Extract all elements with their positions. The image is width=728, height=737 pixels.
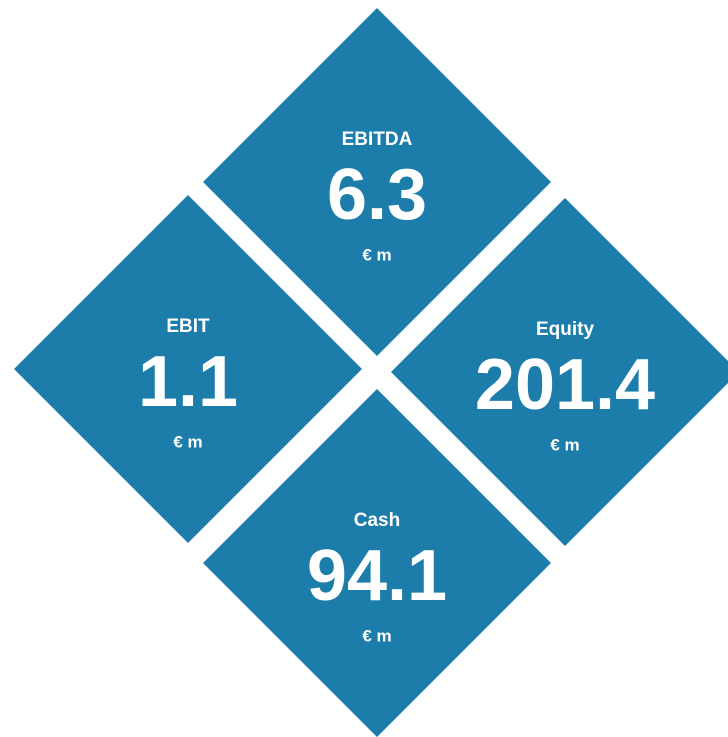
tile xyxy=(14,195,362,543)
tile-value: 1.1 xyxy=(138,342,238,422)
tile-label: EBIT xyxy=(166,316,210,337)
tile-unit: € m xyxy=(173,432,202,451)
tile-unit: € m xyxy=(362,626,391,645)
tile-label: EBITDA xyxy=(342,129,413,150)
tile-label: Equity xyxy=(536,319,594,340)
tile-label: Cash xyxy=(354,510,400,531)
tile xyxy=(203,389,551,737)
tile-unit: € m xyxy=(550,435,579,454)
tile xyxy=(391,198,728,546)
tile-unit: € m xyxy=(362,245,391,264)
tile-value: 94.1 xyxy=(307,536,447,616)
tile xyxy=(203,8,551,356)
tile-value: 201.4 xyxy=(475,345,655,425)
tile-value: 6.3 xyxy=(327,155,427,235)
